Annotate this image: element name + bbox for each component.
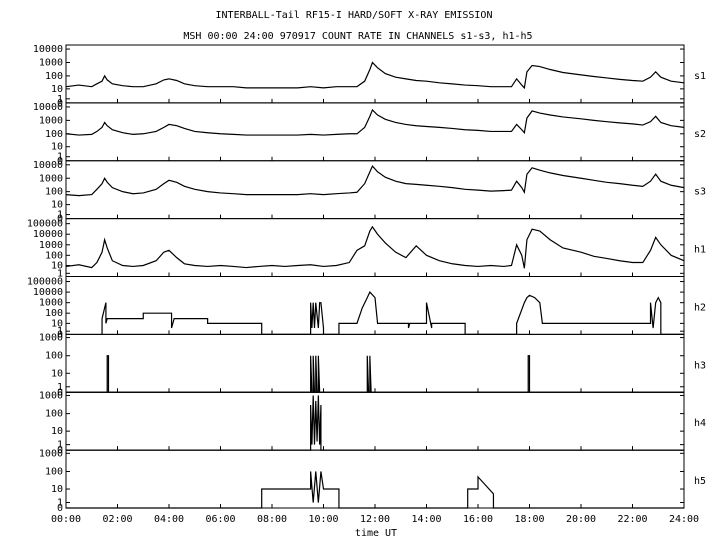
panel-label: h3 bbox=[694, 360, 706, 371]
y-tick-label: 100 bbox=[45, 129, 63, 140]
y-tick-label: 100 bbox=[45, 409, 63, 420]
x-tick-label: 16:00 bbox=[463, 514, 493, 525]
data-line bbox=[65, 108, 685, 136]
x-tick-label: 12:00 bbox=[360, 514, 390, 525]
y-tick-label: 10 bbox=[51, 426, 63, 437]
y-tick-label: 1 bbox=[57, 152, 63, 163]
y-tick-label: 10000 bbox=[33, 102, 63, 113]
y-tick-label: 0 bbox=[57, 156, 63, 167]
panel-label: s1 bbox=[694, 71, 706, 82]
y-tick-label: 1 bbox=[57, 382, 63, 393]
y-tick-label: 1000 bbox=[39, 240, 63, 251]
x-tick-label: 02:00 bbox=[102, 514, 132, 525]
y-tick-label: 1 bbox=[57, 268, 63, 279]
panel-label: s3 bbox=[694, 187, 706, 198]
y-tick-label: 1 bbox=[57, 326, 63, 337]
data-line bbox=[101, 291, 684, 335]
y-tick-label: 1 bbox=[57, 498, 63, 509]
y-tick-label: 10000 bbox=[33, 229, 63, 240]
y-tick-label: 100 bbox=[45, 308, 63, 319]
y-tick-label: 1000 bbox=[39, 115, 63, 126]
y-tick-label: 10000 bbox=[33, 44, 63, 55]
y-tick-label: 100000 bbox=[27, 277, 63, 288]
y-tick-label: 1000 bbox=[39, 298, 63, 309]
x-tick-label: 24:00 bbox=[669, 514, 699, 525]
y-tick-label: 10 bbox=[51, 318, 63, 329]
y-tick-label: 100 bbox=[45, 250, 63, 261]
y-tick-label: 1000 bbox=[39, 448, 63, 459]
y-tick-label: 1000 bbox=[39, 390, 63, 401]
chart-title: INTERBALL-Tail RF15-I HARD/SOFT X-RAY EM… bbox=[216, 10, 493, 21]
x-tick-label: 06:00 bbox=[205, 514, 235, 525]
data-line bbox=[65, 165, 685, 197]
y-tick-label: 10000 bbox=[33, 160, 63, 171]
y-tick-label: 0 bbox=[57, 445, 63, 456]
x-tick-label: 18:00 bbox=[514, 514, 544, 525]
x-tick-label: 00:00 bbox=[51, 514, 81, 525]
panel-label: h5 bbox=[694, 476, 706, 487]
y-tick-label: 1000 bbox=[39, 173, 63, 184]
panel-label: h2 bbox=[694, 302, 706, 313]
x-tick-label: 04:00 bbox=[154, 514, 184, 525]
y-tick-label: 1000 bbox=[39, 333, 63, 344]
data-line bbox=[65, 61, 685, 90]
y-tick-label: 1 bbox=[57, 210, 63, 221]
data-line bbox=[66, 395, 684, 451]
y-tick-label: 10 bbox=[51, 84, 63, 95]
y-tick-label: 1000 bbox=[39, 58, 63, 69]
y-tick-label: 0 bbox=[57, 98, 63, 109]
x-tick-label: 20:00 bbox=[566, 514, 596, 525]
x-tick-label: 08:00 bbox=[257, 514, 287, 525]
panel-label: h1 bbox=[694, 245, 706, 256]
x-tick-label: 14:00 bbox=[411, 514, 441, 525]
x-tick-label: 10:00 bbox=[308, 514, 338, 525]
y-tick-label: 10000 bbox=[33, 287, 63, 298]
y-tick-label: 10 bbox=[51, 368, 63, 379]
y-tick-label: 10 bbox=[51, 484, 63, 495]
y-tick-label: 0 bbox=[57, 329, 63, 340]
x-axis-label: time UT bbox=[355, 528, 397, 539]
data-line bbox=[66, 471, 684, 509]
y-tick-label: 100 bbox=[45, 71, 63, 82]
y-tick-label: 0 bbox=[57, 503, 63, 514]
y-tick-label: 1 bbox=[57, 94, 63, 105]
y-tick-label: 100000 bbox=[27, 219, 63, 230]
panel-label: s2 bbox=[694, 129, 706, 140]
y-tick-label: 10 bbox=[51, 200, 63, 211]
chart-subtitle: MSH 00:00 24:00 970917 COUNT RATE IN CHA… bbox=[183, 31, 532, 42]
y-tick-label: 0 bbox=[57, 387, 63, 398]
y-tick-label: 100 bbox=[45, 187, 63, 198]
y-tick-label: 1 bbox=[57, 440, 63, 451]
y-tick-label: 10 bbox=[51, 260, 63, 271]
y-tick-label: 0 bbox=[57, 214, 63, 225]
y-tick-label: 10 bbox=[51, 142, 63, 153]
x-tick-label: 22:00 bbox=[617, 514, 647, 525]
data-line bbox=[65, 225, 685, 269]
y-tick-label: 100 bbox=[45, 466, 63, 477]
panel-label: h4 bbox=[694, 418, 706, 429]
y-tick-label: 100 bbox=[45, 351, 63, 362]
